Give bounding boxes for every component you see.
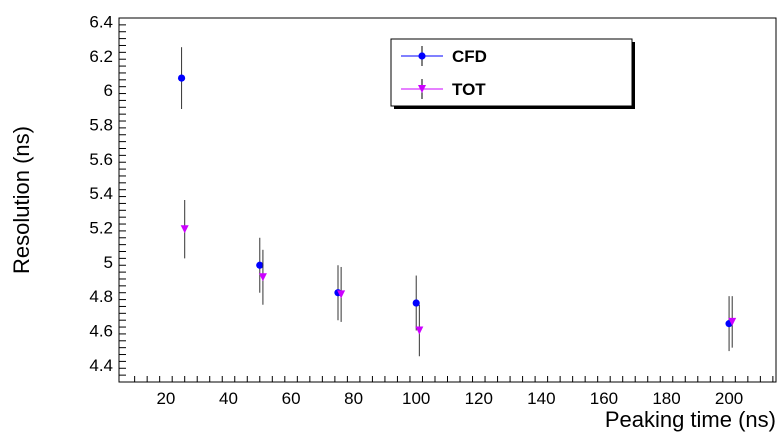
tot-point: [728, 317, 737, 326]
tot-point: [258, 273, 267, 282]
legend-entry-tot: TOT: [401, 79, 486, 99]
cfd-point: [256, 261, 264, 269]
x-tick-label: 180: [652, 389, 680, 408]
legend-entry-cfd: CFD: [401, 46, 487, 66]
x-tick-label: 200: [715, 389, 743, 408]
x-tick-label: 40: [219, 389, 238, 408]
y-axis-title: Resolution (ns): [9, 126, 34, 274]
x-tick-label: 160: [590, 389, 618, 408]
y-tick-label: 5.8: [89, 115, 113, 134]
legend-label-tot: TOT: [452, 80, 486, 99]
y-tick-label: 5.6: [89, 150, 113, 169]
tot-point: [415, 326, 424, 335]
legend-box: [390, 38, 633, 107]
legend-marker-tot: [418, 85, 426, 93]
x-axis-title: Peaking time (ns): [605, 407, 776, 432]
tot-point: [180, 225, 189, 234]
y-tick-label: 4.8: [89, 287, 113, 306]
legend: CFD TOT: [390, 38, 635, 109]
y-tick-label: 4.6: [89, 321, 113, 340]
x-tick-label: 80: [344, 389, 363, 408]
cfd-point: [412, 299, 420, 307]
y-tick-label: 6: [104, 81, 113, 100]
cfd-point: [177, 74, 186, 82]
x-tick-label: 120: [465, 389, 493, 408]
x-tick-label: 140: [527, 389, 555, 408]
x-tick-label: 20: [156, 389, 175, 408]
legend-label-cfd: CFD: [452, 47, 487, 66]
y-axis: 4.4 4.6 4.8 5 5.2 5.4 5.6 5.8 6 6.2 6.4: [89, 12, 126, 383]
y-tick-label: 5.2: [89, 218, 113, 237]
x-tick-label: 100: [402, 389, 430, 408]
y-tick-label: 6.2: [89, 47, 113, 66]
tot-point: [337, 290, 346, 299]
data-markers: [177, 47, 737, 357]
y-tick-label: 5.4: [89, 184, 113, 203]
x-tick-label: 60: [282, 389, 301, 408]
y-tick-label: 5: [104, 253, 113, 272]
legend-marker-cfd: [418, 52, 426, 60]
x-axis: 20 40 60 80 100 120 140 160 180 200: [134, 376, 774, 408]
y-tick-label: 4.4: [89, 356, 113, 375]
y-tick-label: 6.4: [89, 12, 113, 31]
